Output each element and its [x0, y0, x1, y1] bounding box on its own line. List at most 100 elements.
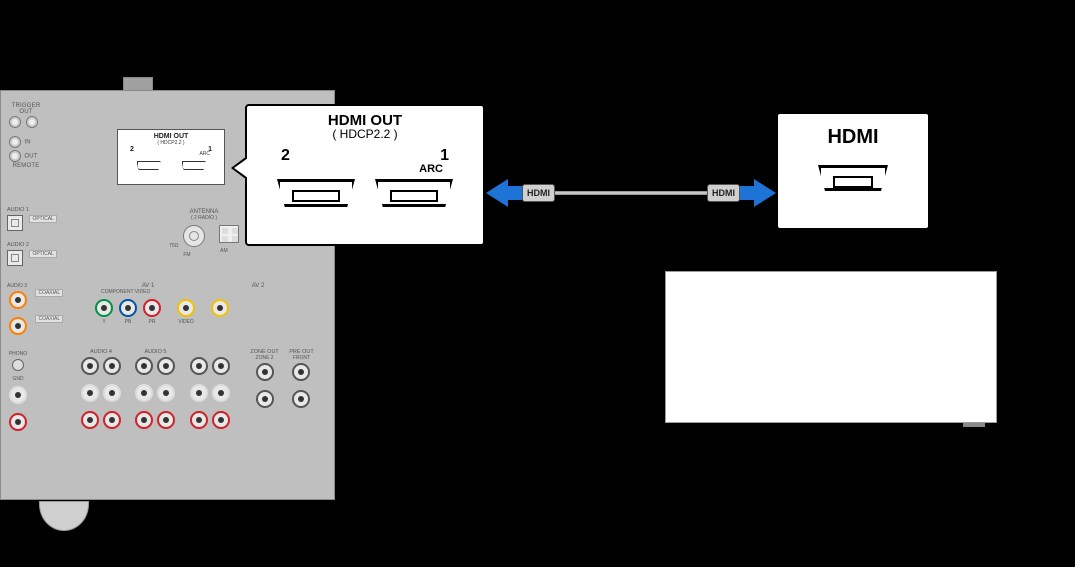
fm-label: FM: [169, 252, 205, 258]
coaxial-tag: COAXIAL: [35, 315, 63, 323]
audio2-label: AUDIO 2: [7, 242, 81, 248]
rca-jack-icon: [190, 357, 208, 375]
tv-stand-icon: [721, 444, 941, 452]
rca-white-icon: [135, 384, 153, 402]
optical-port-icon: [7, 250, 23, 266]
arrow-left-icon: [486, 179, 508, 207]
tv-logo-icon: [963, 423, 985, 427]
coaxial-tag: COAXIAL: [35, 289, 63, 297]
rca-white-icon: [103, 384, 121, 402]
optical-tag: OPTICAL: [29, 250, 56, 258]
av2-label: AV 2: [203, 283, 313, 289]
video-label: VIDEO: [178, 319, 194, 325]
optical-tag: OPTICAL: [29, 215, 56, 223]
rca-pr-icon: [143, 299, 161, 317]
rca-red-icon: [81, 411, 99, 429]
trigger-out-cluster: TRIGGER OUT IN OUT REMOTE: [7, 103, 45, 169]
diagram-stage: TRIGGER OUT IN OUT REMOTE HDMI OUT ( HDC…: [0, 0, 1075, 567]
rca-jack-icon: [157, 357, 175, 375]
hdmi-plug-left: HDMI: [522, 184, 555, 202]
hdmi-out-mini-num-2: 2: [130, 146, 134, 153]
callout-subtitle: ( HDCP2.2 ): [247, 127, 483, 141]
rca-white-icon: [157, 384, 175, 402]
plug-label: HDMI: [712, 188, 735, 198]
arrow-stem-icon: [740, 186, 754, 200]
component-video-label: COMPONENT VIDEO: [93, 289, 313, 295]
lower-audio-row: AUDIO 4 AUDIO 5 ZONE OUT ZONE 2: [79, 349, 334, 436]
rca-coax-icon: [9, 291, 27, 309]
coax-extra-row: COAXIAL: [7, 315, 63, 342]
rca-video-icon: [211, 299, 229, 317]
tv-hdmi-callout: HDMI: [776, 112, 930, 230]
trigger-jack-icon: [9, 116, 21, 128]
rca-white-icon: [81, 384, 99, 402]
av-section: AV 1 AV 2 COMPONENT VIDEO Y PB PR: [93, 283, 313, 325]
remote-out-label: OUT: [24, 153, 37, 159]
receiver-foot-icon: [39, 501, 89, 531]
rca-white-icon: [190, 384, 208, 402]
antenna-ohm: 75Ω: [169, 243, 178, 249]
rca-jack-icon: [256, 390, 274, 408]
am-label: AM: [209, 248, 239, 254]
rca-jack-icon: [135, 357, 153, 375]
trigger-jack-icon: [26, 116, 38, 128]
plug-label: HDMI: [527, 188, 550, 198]
rca-red-icon: [157, 411, 175, 429]
y-label: Y: [102, 319, 105, 325]
pr-label: PR: [149, 319, 156, 325]
phono-label: PHONO: [7, 351, 29, 357]
hdmi-port-large-icon: [277, 179, 355, 207]
tv-device: [656, 262, 1006, 462]
rca-jack-icon: [292, 390, 310, 408]
hdmi-port-icon: [182, 161, 206, 170]
rca-y-icon: [95, 299, 113, 317]
remote-in-label: IN: [24, 139, 30, 145]
optical-audio-block: AUDIO 1 OPTICAL AUDIO 2 OPTICAL: [7, 207, 81, 271]
rca-jack-icon: [81, 357, 99, 375]
rca-jack-icon: [256, 363, 274, 381]
cable-wire-icon: [555, 191, 707, 195]
rca-red-icon: [190, 411, 208, 429]
audio1-label: AUDIO 1: [7, 207, 81, 213]
am-terminal-icon: [219, 225, 239, 243]
rca-red-icon: [9, 413, 27, 431]
rca-jack-icon: [292, 363, 310, 381]
rca-jack-icon: [212, 357, 230, 375]
fm-jack-icon: [183, 225, 205, 247]
rca-coax-icon: [9, 317, 27, 335]
rca-red-icon: [103, 411, 121, 429]
hdmi-out-mini-title: HDMI OUT: [118, 133, 224, 140]
rca-pb-icon: [119, 299, 137, 317]
hdmi-port-icon: [137, 161, 161, 170]
hdmi-port-large-icon: [375, 179, 453, 207]
remote-out-jack-icon: [9, 150, 21, 162]
rca-red-icon: [212, 411, 230, 429]
rca-white-icon: [212, 384, 230, 402]
callout-pointer-icon: [840, 227, 864, 242]
arrow-stem-icon: [508, 186, 522, 200]
rca-jack-icon: [103, 357, 121, 375]
coax-audio3-row: AUDIO 3 COAXIAL: [7, 283, 63, 316]
antenna-block: ANTENNA ( 2 RADIO ) 75Ω FM AM: [159, 209, 249, 258]
tv-screen-icon: [656, 262, 1006, 432]
rca-white-icon: [9, 386, 27, 404]
phono-block: PHONO GND: [7, 351, 29, 438]
trigger-out-label: TRIGGER OUT: [7, 103, 45, 115]
remote-in-jack-icon: [9, 136, 21, 148]
hdmi-port-large-icon: [818, 165, 888, 191]
hdmi-out-callout: HDMI OUT ( HDCP2.2 ) 2 1 ARC: [245, 104, 485, 246]
hdmi-plug-right: HDMI: [707, 184, 740, 202]
remote-group-label: REMOTE: [7, 163, 45, 169]
arrow-right-icon: [754, 179, 776, 207]
callout-port-num-2: 2: [281, 147, 290, 165]
hdmi-cable: HDMI HDMI: [486, 178, 776, 208]
optical-port-icon: [7, 215, 23, 231]
panel-tab: [123, 77, 153, 91]
pb-label: PB: [125, 319, 132, 325]
gnd-label: GND: [7, 376, 29, 382]
ground-post-icon: [12, 359, 24, 371]
hdmi-out-panel-block: HDMI OUT ( HDCP2.2 ) 2 1 ARC: [117, 129, 225, 185]
tv-callout-title: HDMI: [778, 126, 928, 149]
rca-red-icon: [135, 411, 153, 429]
rca-video-icon: [177, 299, 195, 317]
